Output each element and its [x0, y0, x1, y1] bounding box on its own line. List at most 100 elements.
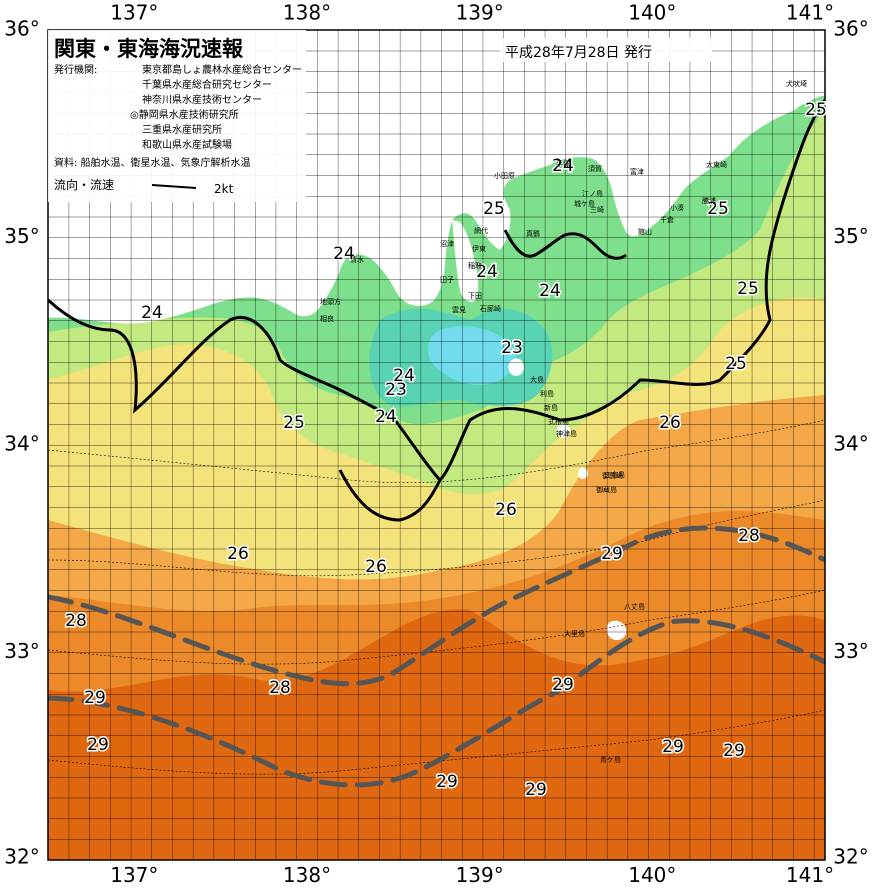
isotherm-label-29-sw-2: 29: [87, 735, 109, 755]
right-lat-label-3: 33°: [833, 639, 868, 663]
place-name-1: 太東崎: [706, 160, 727, 169]
left-lat-label-3: 33°: [4, 639, 39, 663]
current-legend-label: 流向・流速: [54, 177, 114, 192]
top-lon-label-1: 138°: [283, 1, 331, 25]
place-name-19: 雲見: [452, 306, 466, 314]
place-name-0: 犬吠埼: [786, 79, 807, 88]
isotherm-label-29-south-2: 29: [525, 780, 547, 800]
place-name-23: 御前崎: [602, 471, 623, 480]
place-name-34: 大里島: [564, 629, 585, 638]
place-name-32: 三宅島: [604, 470, 625, 479]
place-name-22: 清水: [350, 255, 364, 264]
top-lon-label-0: 137°: [110, 1, 158, 25]
place-name-21: 沼津: [440, 239, 454, 248]
map-title: 関東・東海海況速報: [54, 37, 244, 61]
place-name-3: 小湊: [670, 203, 684, 212]
map-frame: [47, 29, 826, 861]
left-lat-label-4: 32°: [4, 845, 39, 869]
isotherm-label-29-south-1: 29: [436, 772, 458, 792]
right-lat-label-0: 36°: [833, 17, 868, 41]
bottom-lon-label-1: 138°: [283, 863, 331, 887]
isotherm-label-29-center: 29: [552, 675, 574, 695]
isotherm-label-24-izu: 24: [476, 262, 498, 282]
place-name-28: 新島: [544, 403, 558, 412]
isotherm-label-29-se-2: 29: [723, 741, 745, 761]
isotherm-label-25-east-1: 25: [737, 279, 759, 299]
place-name-33: 八丈島: [624, 602, 645, 611]
info-panel-bg: [48, 30, 306, 202]
isotherm-label-24-izu-s: 24: [539, 281, 561, 301]
issuer-line-4: ◎静岡県水産技術研究所: [130, 108, 239, 121]
axis-label-layer: 137° 137° 138° 138° 139° 139° 140° 140° 141° 141°…: [4, 1, 868, 888]
bottom-lon-label-3: 140°: [628, 863, 676, 887]
place-name-2: 勝浦: [702, 196, 716, 205]
top-lon-label-4: 141°: [786, 1, 834, 25]
right-lat-label-4: 32°: [833, 845, 868, 869]
left-lat-label-1: 35°: [4, 224, 39, 248]
place-name-9: 城ケ島: [574, 199, 595, 208]
place-name-10: 江ノ島: [582, 189, 603, 198]
issuer-line-3: 神奈川県水産技術センター: [142, 93, 262, 106]
place-name-14: 網代: [474, 226, 488, 235]
isotherm-label-29-se-1: 29: [662, 737, 684, 757]
issuer-line-6: 和歌山県水産試験場: [142, 138, 232, 151]
date-panel-bg: [500, 38, 712, 62]
isotherm-label-25-east-2: 25: [725, 354, 747, 374]
place-name-13: 真鶴: [526, 229, 540, 238]
place-name-26: 大島: [530, 375, 544, 384]
isotherm-label-25-enshu: 25: [283, 413, 305, 433]
issuer-line-5: 三重県水産研究所: [142, 123, 222, 136]
place-name-4: 千倉: [660, 215, 674, 224]
isotherm-label-25-boso: 25: [707, 199, 729, 219]
bottom-lon-label-4: 141°: [786, 863, 834, 887]
isotherm-label-28-east: 28: [738, 526, 760, 546]
kuroshio-line-south: [48, 618, 825, 788]
isotherm-label-26-izu: 26: [495, 500, 517, 520]
isotherm-label-28-west: 28: [65, 611, 87, 631]
isotherm-label-25-sagami: 25: [483, 199, 505, 219]
isotherm-label-26-west: 26: [227, 544, 249, 564]
isotherm-label-28-center: 28: [269, 678, 291, 698]
issuer-line-1: 東京都島しょ農林水産総合センター: [142, 63, 302, 76]
issue-date: 平成28年7月28日 発行: [505, 45, 652, 61]
kuroshio-line-north: [48, 525, 825, 687]
top-lon-label-2: 139°: [456, 1, 504, 25]
current-speed-legend: 2kt: [214, 182, 234, 196]
isotherm-label-23-sagami: 23: [501, 338, 523, 358]
top-lon-label-3: 140°: [628, 1, 676, 25]
bottom-lon-label-0: 137°: [110, 863, 158, 887]
isotherm-label-24-enshu-1: 24: [393, 366, 415, 386]
issuer-label: 発行機関:: [54, 63, 97, 76]
place-name-8: 三崎: [590, 205, 604, 214]
right-lat-label-2: 34°: [833, 432, 868, 456]
isotherm-label-23-enshu: 23: [385, 380, 407, 400]
right-lat-label-1: 35°: [833, 224, 868, 248]
isotherm-label-24-suruga-w: 24: [333, 244, 355, 264]
place-name-35: 青ケ島: [600, 755, 621, 764]
place-name-16: 稲取: [468, 261, 482, 270]
place-name-27: 利島: [540, 389, 554, 398]
left-lat-label-2: 34°: [4, 432, 39, 456]
place-name-24: 地頭方: [320, 297, 341, 306]
place-name-5: 館山: [638, 227, 652, 236]
isotherm-label-25-ne-1: 25: [805, 100, 827, 120]
place-name-6: 富津: [630, 167, 644, 176]
source-note: 資料: 船舶水温、衛星水温、気象庁解析水温: [54, 156, 251, 169]
isotherm-label-24-ise: 24: [141, 303, 163, 323]
place-name-18: 石廊崎: [480, 304, 501, 313]
left-lat-label-0: 36°: [4, 17, 39, 41]
place-name-30: 神津島: [556, 429, 577, 438]
place-name-31: 御蔵島: [596, 485, 617, 494]
place-name-7: 須賀: [588, 164, 602, 173]
isotherm-label-29-hachijo: 29: [601, 544, 623, 564]
isotherm-label-24-enshu-2: 24: [375, 407, 397, 427]
place-name-25: 相良: [320, 314, 334, 323]
bottom-lon-label-2: 139°: [456, 863, 504, 887]
place-name-20: 田子: [440, 276, 454, 284]
place-name-11: 平塚: [556, 159, 570, 168]
issuer-line-2: 千葉県水産総合研究センター: [142, 78, 272, 91]
